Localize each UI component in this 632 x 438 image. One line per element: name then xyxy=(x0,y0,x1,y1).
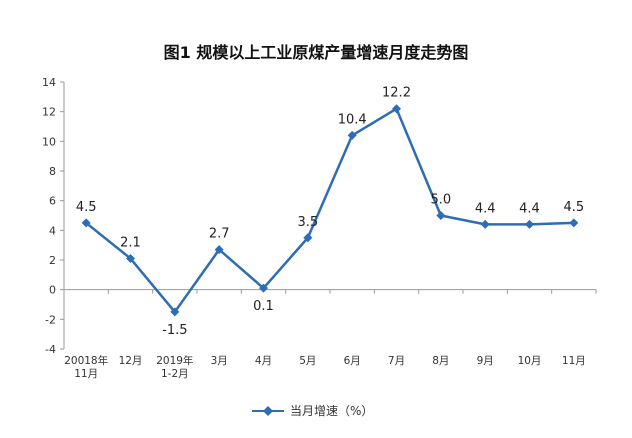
y-tick-label: -2 xyxy=(45,313,56,326)
data-label: 10.4 xyxy=(338,112,367,127)
data-point-marker xyxy=(303,233,313,243)
x-tick-label: 20018年 11月 xyxy=(64,354,108,380)
data-label: 4.4 xyxy=(519,201,540,216)
data-label: 5.0 xyxy=(430,193,451,208)
legend-label: 当月增速（%） xyxy=(290,404,373,418)
axes: -4 -2 0 2 4 6 8 10 12 14 20018年 11月 12月 2019年 1-2月 3月 4月… xyxy=(42,76,597,380)
data-label: 12.2 xyxy=(382,86,411,101)
x-tick-label: 12月 xyxy=(119,355,143,367)
x-tick-label: 10月 xyxy=(518,355,542,367)
chart-title: 图1 规模以上工业原煤产量增速月度走势图 xyxy=(164,43,469,62)
data-point-marker xyxy=(126,254,135,264)
series-line xyxy=(85,107,574,314)
data-label: 3.5 xyxy=(297,215,318,230)
data-label: -1.5 xyxy=(162,323,187,338)
data-point-marker xyxy=(480,219,490,229)
y-tick-label: -4 xyxy=(45,343,56,356)
data-label: 2.1 xyxy=(120,236,141,251)
x-tick-label: 4月 xyxy=(255,355,272,367)
y-tick-label: 10 xyxy=(42,135,56,148)
data-labels: 4.5 2.1 -1.5 2.7 0.1 3.5 10.4 12.2 5.0 4.4 4.4 4.5 xyxy=(76,86,584,338)
y-tick-label: 4 xyxy=(49,224,56,237)
data-point-marker xyxy=(259,283,268,293)
x-tick-label: 8月 xyxy=(432,355,449,367)
data-point-marker xyxy=(525,219,534,229)
data-point-marker xyxy=(81,218,91,228)
data-point-marker xyxy=(214,245,224,255)
data-point-marker xyxy=(569,218,579,228)
data-point-marker xyxy=(392,104,401,114)
x-tick-label: 11月 xyxy=(562,355,586,367)
series-layer xyxy=(81,104,579,317)
x-tick-label: 7月 xyxy=(388,355,405,367)
data-label: 4.4 xyxy=(475,201,496,216)
y-tick-label: 6 xyxy=(49,195,56,208)
x-tick-label: 6月 xyxy=(344,355,361,367)
data-label: 2.7 xyxy=(209,227,230,242)
data-label: 4.5 xyxy=(76,200,97,215)
data-label: 0.1 xyxy=(253,299,274,314)
data-point-marker xyxy=(170,307,180,317)
x-tick-label: 2019年 1-2月 xyxy=(156,354,193,380)
y-tick-label: 8 xyxy=(49,165,56,178)
x-tick-label: 9月 xyxy=(477,355,494,367)
legend-diamond-marker xyxy=(263,406,273,416)
x-tick-label: 3月 xyxy=(211,355,228,367)
y-tick-label: 12 xyxy=(42,106,56,119)
data-point-marker xyxy=(347,130,357,140)
y-tick-label: 0 xyxy=(49,284,56,297)
legend: 当月增速（%） xyxy=(252,404,373,418)
y-tick-label: 2 xyxy=(49,254,56,267)
data-point-marker xyxy=(436,211,446,220)
x-tick-label: 5月 xyxy=(299,355,316,367)
data-label: 4.5 xyxy=(563,200,584,215)
y-tick-label: 14 xyxy=(42,76,56,89)
